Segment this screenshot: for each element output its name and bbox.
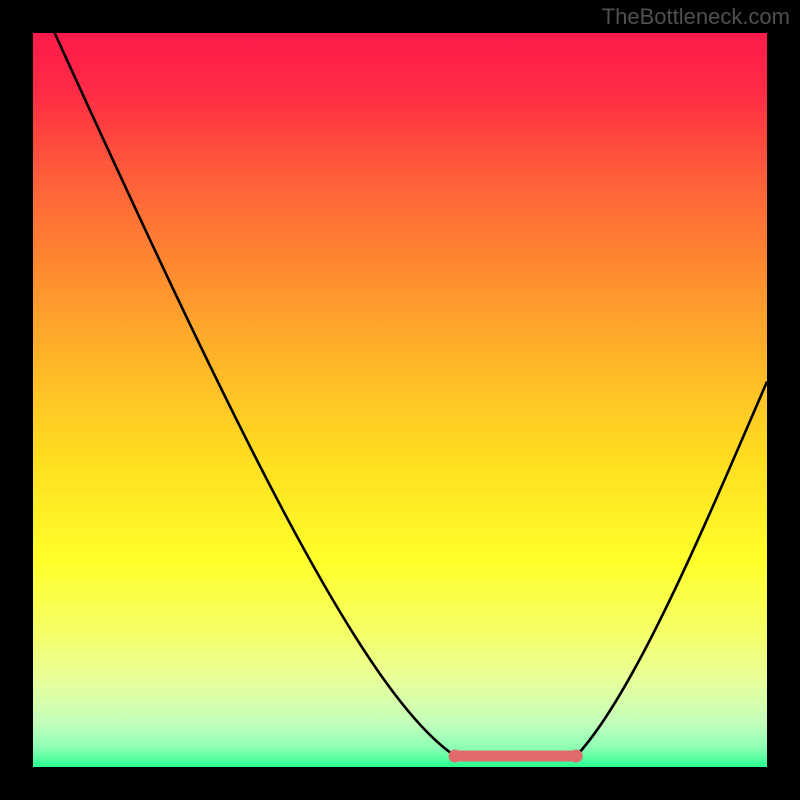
trough-marker [449, 749, 583, 762]
gradient-plot-area [33, 33, 767, 767]
watermark-text: TheBottleneck.com [602, 4, 790, 30]
bottleneck-chart [0, 0, 800, 800]
